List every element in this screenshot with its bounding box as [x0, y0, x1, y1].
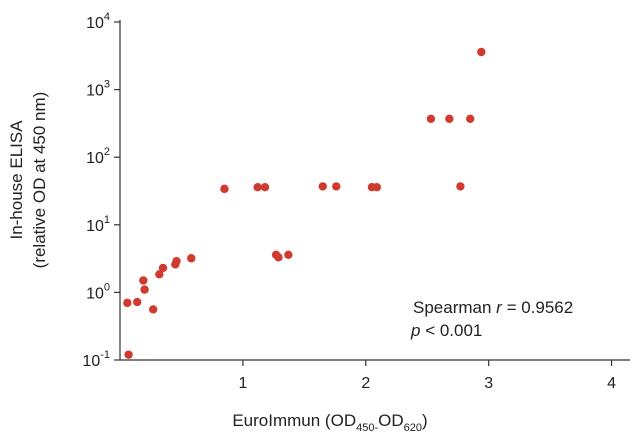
data-point	[124, 350, 133, 359]
y-tick-exponent: 0	[104, 281, 110, 293]
x-axis-title-mid: OD	[378, 411, 404, 430]
data-point	[318, 182, 327, 191]
x-axis: 1 2 3 4	[120, 359, 630, 392]
y-tick-exponent: -1	[100, 349, 110, 361]
data-point	[253, 182, 262, 192]
y-tick-base: 10	[86, 83, 104, 100]
data-point	[133, 297, 142, 307]
y-tick-base: 10	[82, 353, 100, 370]
x-tick-label: 4	[607, 375, 616, 392]
x-axis-title-sub2: 620	[404, 422, 422, 434]
y-tick-base: 10	[86, 150, 104, 167]
x-ticks: 1 2 3 4	[238, 360, 616, 392]
y-tick-base: 10	[86, 285, 104, 302]
data-point	[172, 256, 181, 266]
y-axis-title-line1: In-house ELISA	[7, 120, 26, 240]
y-axis-title-line2: (relative OD at 450 nm)	[30, 92, 49, 269]
y-tick-base: 10	[86, 218, 104, 235]
y-tick-label: 104	[86, 11, 110, 32]
data-point	[220, 184, 229, 194]
data-point	[139, 276, 148, 285]
data-point	[426, 114, 436, 123]
y-tick-label: 100	[86, 281, 110, 302]
y-tick-label: 10-1	[82, 349, 110, 370]
x-axis-title-main: EuroImmun (OD	[232, 411, 356, 430]
y-tick-label: 103	[86, 79, 110, 100]
p-variable: p	[410, 321, 420, 340]
y-tick-base: 10	[86, 15, 104, 32]
data-point	[155, 270, 164, 279]
x-axis-title: EuroImmun (OD450-OD620)	[232, 411, 427, 434]
y-tick-exponent: 2	[104, 146, 110, 158]
data-point	[456, 182, 465, 191]
data-point	[140, 285, 149, 294]
y-tick-exponent: 3	[104, 79, 110, 91]
x-axis-title-sub1: 450-	[356, 422, 378, 434]
y-axis-title: In-house ELISA (relative OD at 450 nm)	[7, 92, 49, 269]
data-point	[123, 298, 132, 308]
data-points	[123, 47, 486, 359]
data-point	[477, 47, 486, 57]
y-tick-label: 101	[86, 214, 110, 235]
x-tick-label: 2	[361, 375, 370, 392]
data-point	[466, 114, 475, 123]
data-point	[260, 182, 270, 192]
spearman-r: r	[496, 298, 503, 317]
y-tick-exponent: 4	[104, 11, 110, 23]
data-point	[148, 305, 158, 314]
stats-annotation: Spearman r = 0.9562 p < 0.001	[410, 298, 573, 340]
data-point	[332, 182, 341, 191]
data-point	[187, 254, 196, 263]
p-value: < 0.001	[420, 321, 482, 340]
data-point	[284, 250, 293, 259]
spearman-value: = 0.9562	[502, 298, 573, 317]
y-tick-exponent: 1	[104, 214, 110, 226]
y-tick-label: 102	[86, 146, 110, 167]
x-tick-label: 3	[484, 375, 493, 392]
x-tick-label: 1	[238, 375, 247, 392]
spearman-text: Spearman	[413, 298, 496, 317]
spearman-label: Spearman r = 0.9562	[413, 298, 573, 317]
data-point	[445, 114, 454, 123]
data-point	[372, 182, 382, 192]
p-value-label: p < 0.001	[410, 321, 482, 340]
x-axis-title-end: )	[422, 411, 428, 430]
data-point	[158, 263, 168, 273]
data-point	[274, 253, 283, 262]
